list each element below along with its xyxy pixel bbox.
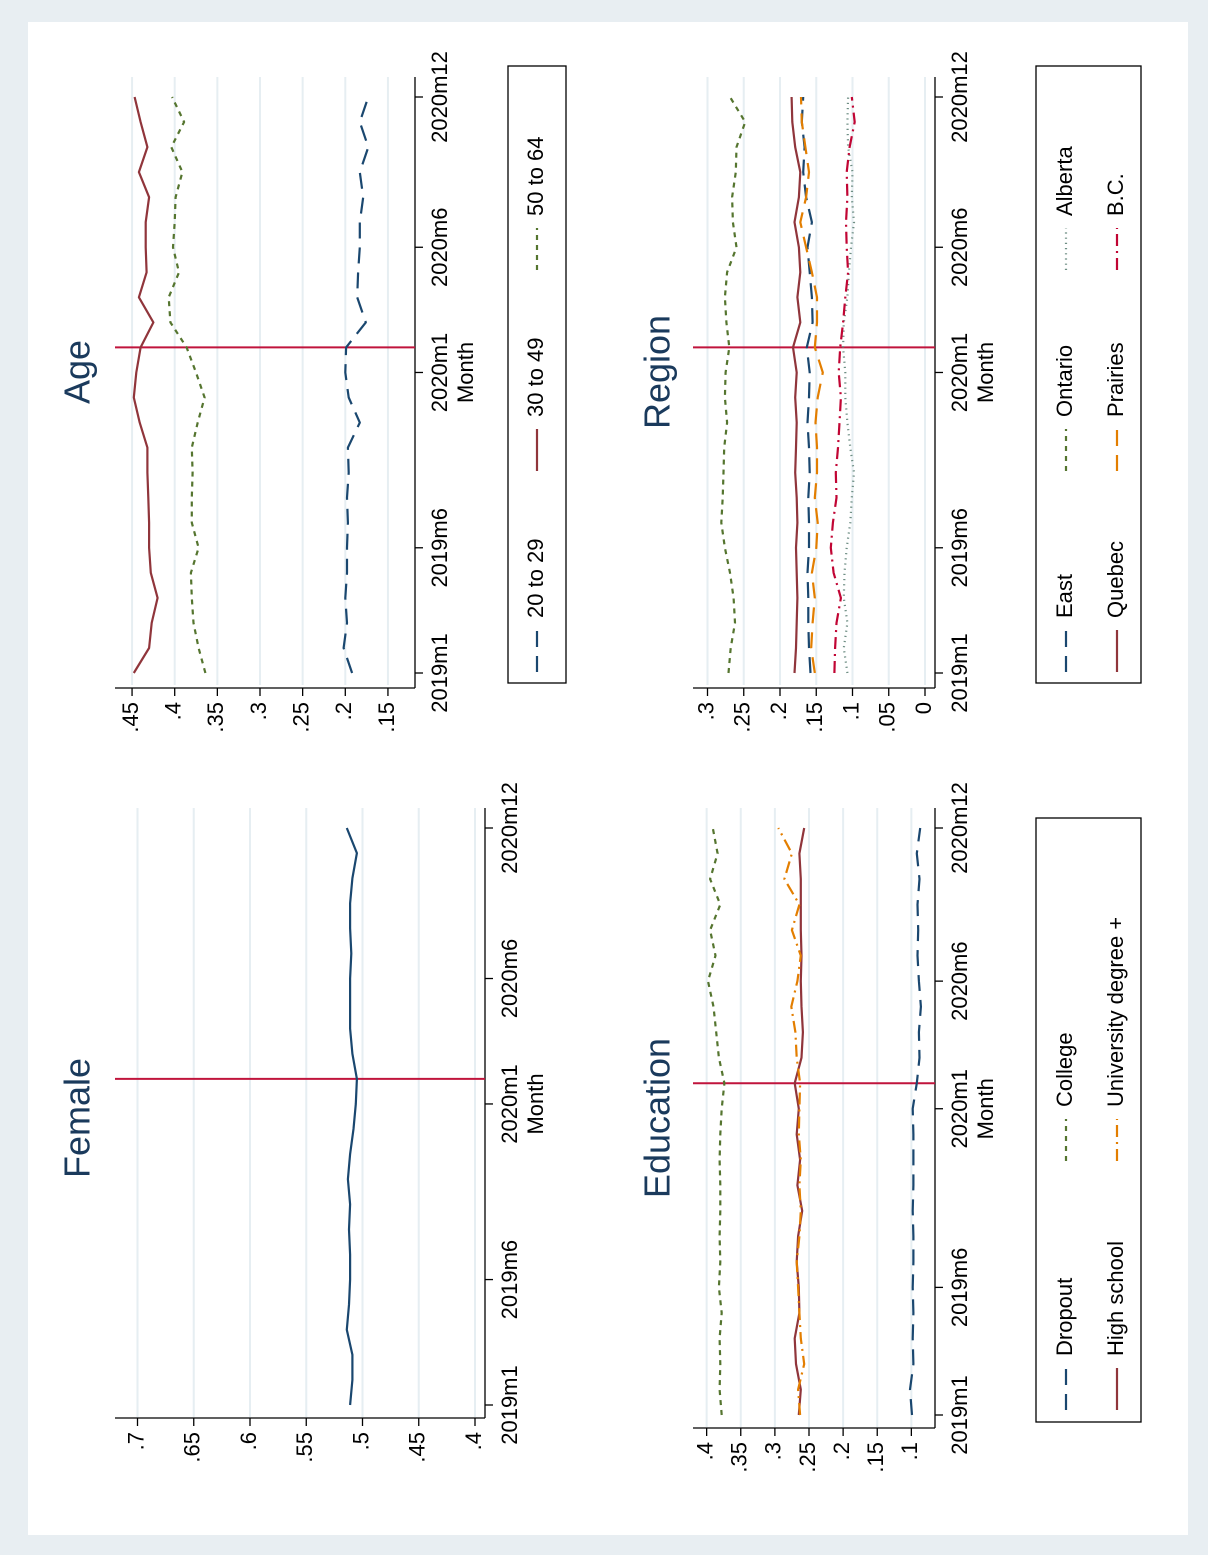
- panel-age: Age.45.4.35.3.25.2.152019m12019m62020m12…: [57, 51, 567, 733]
- panel-title-female: Female: [57, 1058, 98, 1178]
- panel-female: Female .7 .65 .6 .55 .5 .45 .4 2019m1 2019m6 2020m…: [57, 782, 548, 1462]
- x-tick-label: 2019m1: [947, 633, 972, 713]
- x-tick-label: 2020m1: [947, 333, 972, 413]
- y-tick-label: .35: [727, 1442, 752, 1473]
- y-tick-label: .15: [802, 702, 827, 733]
- legend-box: [1035, 817, 1142, 1423]
- x-tick-label: 2019m6: [497, 1240, 522, 1320]
- y-tick-label: .45: [405, 1432, 430, 1463]
- x-axis-title: Month: [973, 342, 998, 403]
- legend-label-ontario: Ontario: [1052, 345, 1077, 417]
- x-tick-label: 2020m12: [427, 51, 452, 143]
- series-line-50-to-64: [167, 96, 207, 674]
- y-tick-label: .25: [730, 702, 755, 733]
- x-tick-label: 2020m12: [947, 782, 972, 874]
- x-tick-label: 2020m1: [497, 1064, 522, 1144]
- y-tick-label: .35: [203, 702, 228, 733]
- x-tick-label: 2019m6: [947, 1248, 972, 1328]
- y-tick-label: .3: [246, 702, 271, 720]
- y-tick-label: .2: [829, 1442, 854, 1460]
- panel-title-education: Education: [637, 1038, 678, 1198]
- y-tick-label: .55: [292, 1432, 317, 1463]
- legend-label-alberta: Alberta: [1052, 146, 1077, 216]
- legend-label-university-degree: University degree +: [1103, 917, 1128, 1107]
- legend-label-30-to-49: 30 to 49: [523, 337, 548, 417]
- y-tick-label: .5: [348, 1432, 373, 1450]
- y-tick-label: .2: [766, 702, 791, 720]
- legend-label-dropout: Dropout: [1052, 1278, 1077, 1356]
- x-tick-label: 2020m6: [947, 941, 972, 1021]
- x-tick-label: 2020m12: [497, 782, 522, 874]
- y-tick-label: .65: [180, 1432, 205, 1463]
- x-axis-title: Month: [973, 1078, 998, 1139]
- y-tick-label: .05: [875, 702, 900, 733]
- series-line-prairies: [799, 96, 824, 674]
- series-line-quebec: [790, 96, 802, 674]
- legend-box: [1035, 65, 1142, 684]
- y-tick-label: .25: [288, 702, 313, 733]
- series-line-college: [706, 827, 726, 1416]
- series-line-ontario: [720, 96, 747, 674]
- panel-title-region: Region: [637, 315, 678, 429]
- x-tick-label: 2020m6: [947, 208, 972, 288]
- y-tick-label: .4: [461, 1432, 486, 1450]
- y-tick-label: .4: [161, 702, 186, 720]
- y-tick-label: .1: [897, 1442, 922, 1460]
- series-line-female: [345, 827, 358, 1406]
- graph-region: [28, 22, 1188, 1535]
- y-tick-label: .3: [761, 1442, 786, 1460]
- x-tick-label: 2019m6: [427, 508, 452, 588]
- x-axis-title: Month: [523, 1073, 548, 1134]
- legend-label-east: East: [1052, 574, 1077, 618]
- y-tick-label: 0: [911, 702, 936, 714]
- x-tick-label: 2020m6: [427, 208, 452, 288]
- x-tick-label: 2019m1: [427, 633, 452, 713]
- legend-box: [507, 65, 567, 684]
- series-line-b-c: [829, 96, 856, 674]
- series-line-30-to-49: [132, 96, 159, 674]
- y-tick-label: .6: [236, 1432, 261, 1450]
- legend-label-prairies: Prairies: [1103, 342, 1128, 417]
- series-line-dropout: [908, 827, 923, 1416]
- y-tick-label: .1: [838, 702, 863, 720]
- y-tick-label: .15: [863, 1442, 888, 1473]
- y-tick-label: .25: [795, 1442, 820, 1473]
- legend-label-20-to-29: 20 to 29: [523, 538, 548, 618]
- x-tick-label: 2020m12: [947, 51, 972, 143]
- y-tick-label: .2: [331, 702, 356, 720]
- panel-title-age: Age: [57, 340, 98, 404]
- y-tick-label: .15: [374, 702, 399, 733]
- y-tick-label: .45: [118, 702, 143, 733]
- y-tick-label: .3: [693, 702, 718, 720]
- x-axis-title: Month: [453, 342, 478, 403]
- legend-label-quebec: Quebec: [1103, 541, 1128, 618]
- x-tick-label: 2020m6: [497, 939, 522, 1019]
- y-tick-label: .7: [123, 1432, 148, 1450]
- legend-label-b-c: B.C.: [1103, 173, 1128, 216]
- legend-label-50-to-64: 50 to 64: [523, 136, 548, 216]
- x-tick-label: 2019m1: [947, 1375, 972, 1455]
- panel-education: Education .4 .35 .3 .25 .2 .15 .1 2019m1 2019m6 20…: [637, 782, 1142, 1473]
- series-line-university-degree: [777, 827, 806, 1416]
- x-tick-label: 2020m1: [427, 333, 452, 413]
- x-tick-label: 2019m6: [947, 508, 972, 588]
- y-tick-label: .4: [692, 1442, 717, 1460]
- legend-label-high-school: High school: [1103, 1241, 1128, 1356]
- x-tick-label: 2020m1: [947, 1069, 972, 1149]
- legend-label-college: College: [1052, 1032, 1077, 1107]
- x-tick-label: 2019m1: [497, 1365, 522, 1445]
- panel-region: Region .3 .25 .2 .15 .1 .05 0 2019m1 2019m6 2020m1…: [637, 51, 1142, 733]
